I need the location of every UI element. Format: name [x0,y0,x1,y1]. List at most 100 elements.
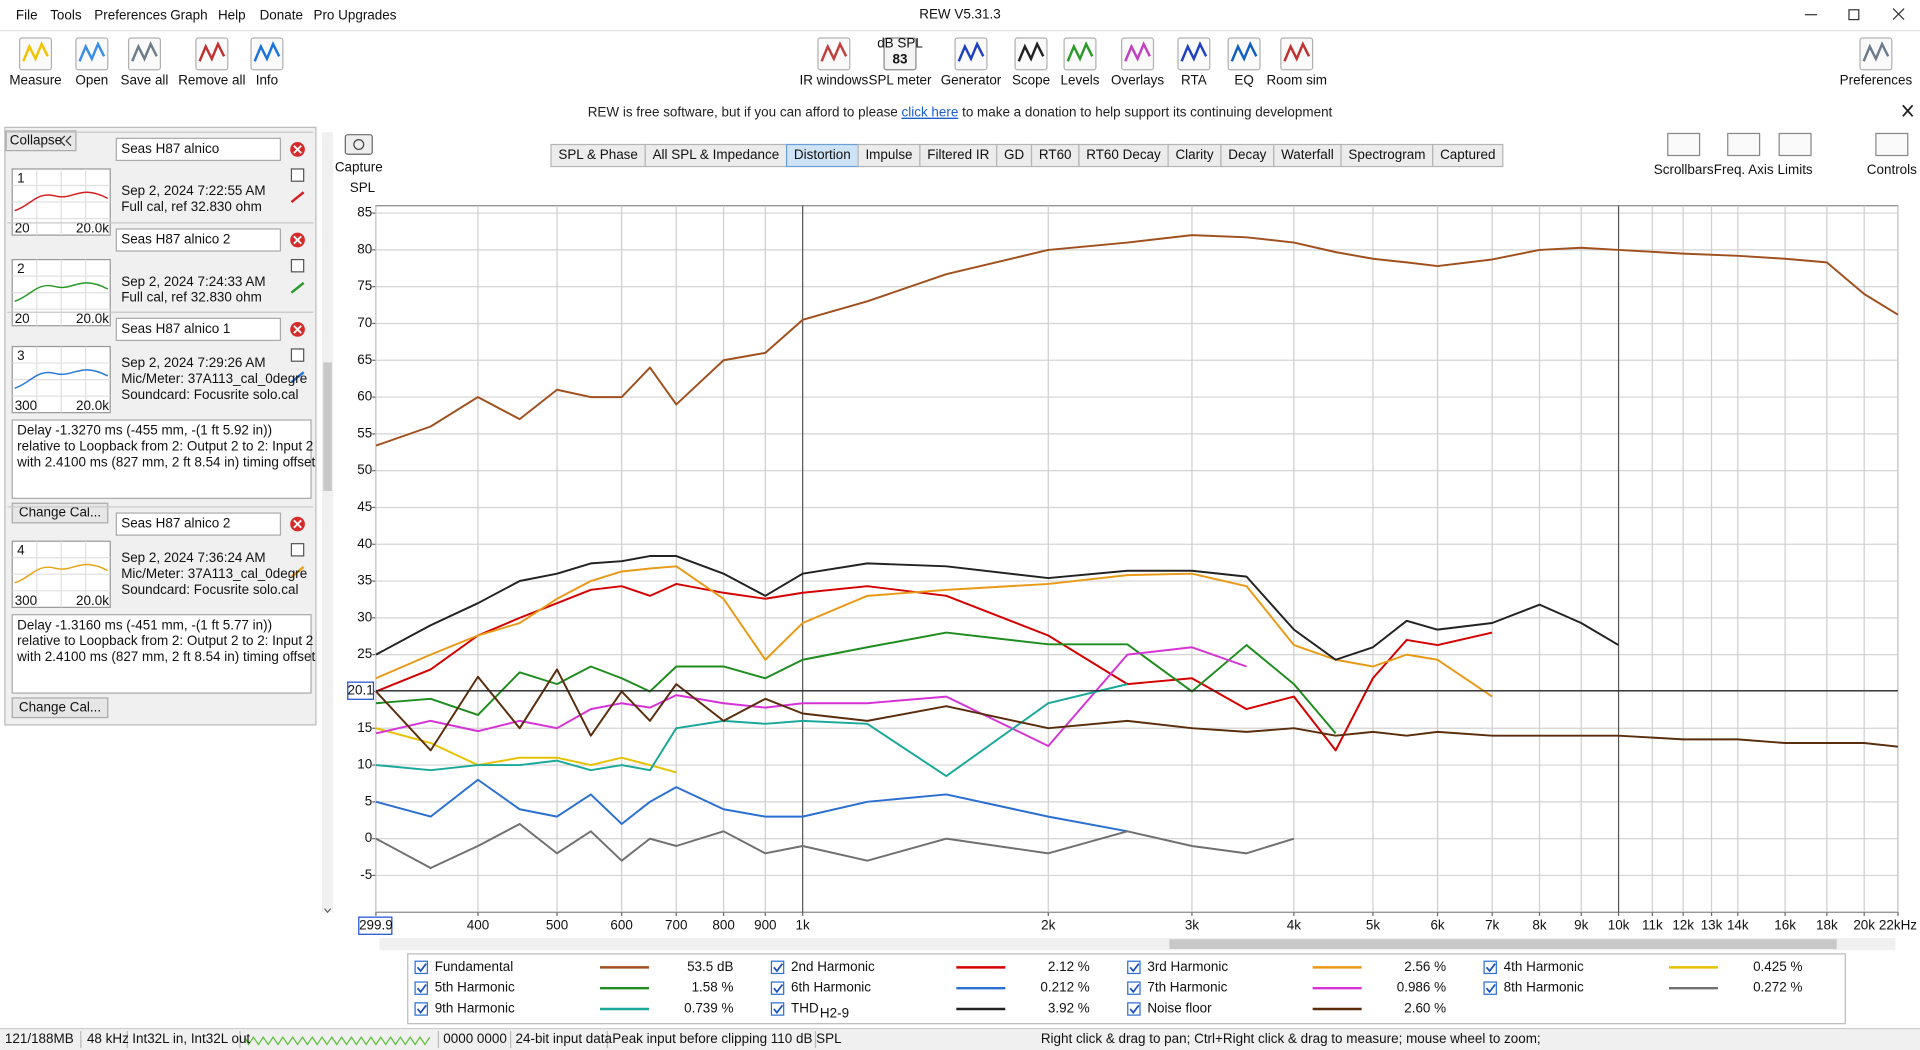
menu-item[interactable]: Tools [50,7,82,22]
graph-tab[interactable] [1432,143,1504,168]
y-tick-label: 10 [357,757,372,772]
legend-checkbox[interactable] [1127,981,1141,995]
measurement-info: Mic/Meter: 37A113_cal_0degre [121,371,307,386]
toolbar-label: Scope [1012,72,1050,87]
graph-control-label: Freq. Axis [1714,162,1774,177]
y-tick-label: 70 [357,315,372,330]
measurement-name: Seas H87 alnico 2 [121,516,230,531]
icon-glyph [78,41,106,62]
legend-checkbox[interactable] [414,981,428,995]
check-glyph [1129,1004,1140,1015]
measurement-number: 1 [17,170,24,185]
graph-control[interactable] [1778,132,1812,157]
measurement-icon[interactable] [290,258,305,273]
tab-label: GD [1004,147,1024,162]
notes-box [11,419,312,499]
legend-checkbox[interactable] [414,960,428,975]
notes-line: with 2.4100 ms (827 mm, 2 ft 8.54 in) ti… [16,649,315,664]
capture-lens [353,138,365,150]
toolbar-label: Open [75,72,108,87]
check-glyph [1129,963,1140,973]
legend-checkbox[interactable] [770,981,785,995]
series-line [375,822,1295,870]
icon-glyph [820,41,848,62]
toolbar-label: SPL meter [868,72,932,87]
menu-item[interactable]: Help [218,7,246,22]
y-tick-label: 0 [365,830,372,845]
thumb-axis: 20.0k [76,398,109,413]
menu-item[interactable]: Donate [260,7,303,22]
collapse-chevron [59,135,72,147]
capture-label: Capture [335,159,383,174]
x-tick-label: 13k [1701,917,1723,932]
legend-checkbox[interactable] [1127,1002,1141,1016]
legend-checkbox[interactable] [1483,960,1497,975]
capture-button[interactable] [344,134,373,155]
change-cal-button[interactable] [11,697,109,719]
y-tick-label: 65 [357,352,372,367]
trace-color-button [290,371,305,383]
tab-label: Waterfall [1281,147,1334,162]
legend-readout: 0.986 % [1397,980,1446,995]
measurement-info: Full cal, ref 32.830 ohm [121,290,262,305]
legend-checkbox[interactable] [770,960,785,975]
name-field[interactable] [115,512,282,536]
name-field[interactable] [115,228,282,252]
toolbar-label: RTA [1181,72,1207,87]
remove-glyph [293,519,302,529]
toolbar-button[interactable] [883,37,917,71]
measurement-icon[interactable] [290,348,305,362]
tab-label: RT60 [1039,147,1072,162]
measurement-info: Mic/Meter: 37A113_cal_0degre [121,566,307,581]
collapse-button[interactable] [5,130,77,152]
change-cal-button[interactable] [11,502,109,524]
legend-name: 8th Harmonic [1504,980,1584,995]
legend-checkbox[interactable] [414,1002,428,1016]
x-tick-label: 1k [796,917,810,932]
series-line [375,668,1899,752]
name-field[interactable] [115,317,282,342]
series-line [375,646,1247,747]
legend-checkbox[interactable] [1127,960,1141,975]
legend-checkbox[interactable] [770,1002,785,1016]
legend-checkbox[interactable] [1483,981,1497,995]
check-glyph [773,1004,784,1015]
y-tick-label: 45 [357,499,372,514]
thumb-trace [14,369,109,389]
menu-item[interactable]: Graph [170,7,207,22]
maximize-button[interactable] [1848,9,1860,21]
measurement-icon[interactable] [290,543,305,557]
icon-glyph [1017,41,1045,62]
graph-control[interactable] [1667,132,1701,157]
menu-item[interactable]: Preferences [94,7,167,22]
menu-item[interactable]: Pro Upgrades [313,7,396,22]
thumb-trace [14,563,109,584]
y-tick-label: 5 [365,793,372,808]
icon-glyph [1862,41,1890,62]
h-scrollbar-thumb[interactable] [1169,939,1837,949]
y-tick-label: 85 [357,205,372,220]
icon-glyph [1124,41,1151,62]
thumb-axis: 20.0k [76,221,109,236]
graph-control[interactable] [1727,132,1761,157]
remove-glyph [293,145,302,154]
name-field[interactable] [115,137,282,162]
toolbar-label: Save all [121,72,169,87]
x-tick-label: 600 [610,917,632,932]
legend-name: Noise floor [1147,1001,1212,1016]
icon-glyph [1230,41,1258,62]
thumb-axis: 20.0k [76,593,109,608]
menu-item[interactable]: File [16,7,38,22]
cursor-box [347,681,375,700]
x-tick-label: 700 [665,917,687,932]
measurement-icon[interactable] [290,168,305,182]
x-tick-label: 16k [1774,917,1796,932]
scrollbar-thumb[interactable] [323,362,332,492]
remove-glyph [293,325,302,334]
donate-link[interactable]: click here [902,104,959,119]
series-line [375,565,1493,698]
graph-control[interactable] [1875,132,1909,157]
check-glyph [1129,983,1140,994]
x-tick-label: 18k [1816,917,1838,932]
